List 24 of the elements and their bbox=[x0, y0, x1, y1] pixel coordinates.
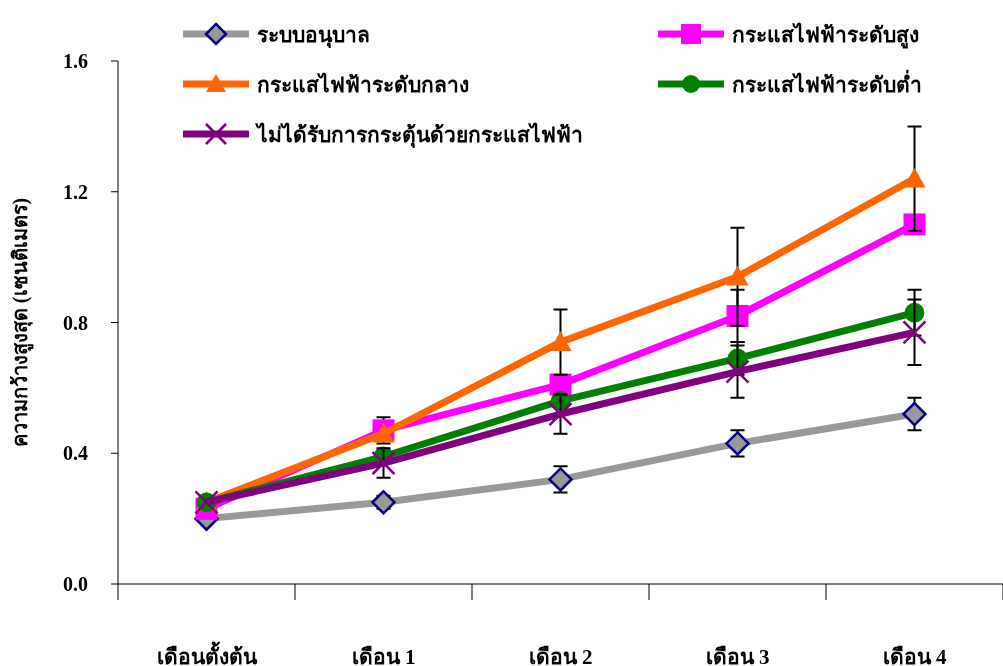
y-tick-label: 1.2 bbox=[63, 180, 88, 203]
x-tick-label: เดือน 2 bbox=[528, 645, 593, 666]
point bbox=[902, 401, 927, 427]
point bbox=[902, 320, 927, 345]
legend-label: กระแสไฟฟ้าระดับกลาง bbox=[257, 72, 469, 97]
y-tick-label: 0.0 bbox=[63, 573, 88, 595]
point bbox=[548, 401, 573, 427]
point bbox=[549, 331, 572, 351]
point bbox=[726, 265, 749, 286]
x-tick-label: เดือน 1 bbox=[351, 645, 416, 666]
legend-label: กระแสไฟฟ้าระดับต่ำ bbox=[732, 69, 922, 97]
y-tick-label: 0.8 bbox=[63, 311, 88, 334]
legend-label: ไม่ได้รับการกระตุ้นด้วยกระแสไฟฟ้า bbox=[255, 122, 583, 149]
legend-label: กระแสไฟฟ้าระดับสูง bbox=[732, 22, 919, 49]
y-tick-label: 1.6 bbox=[63, 50, 88, 72]
point bbox=[371, 490, 396, 515]
legend-label: ระบบอนุบาล bbox=[257, 23, 370, 49]
point bbox=[725, 359, 750, 384]
x-tick-label: เดือน 4 bbox=[882, 645, 947, 666]
x-tick-label: เดือน 3 bbox=[705, 645, 770, 666]
y-axis-title: ความกว้างสูงสุด (เซนติเมตร) bbox=[9, 197, 34, 448]
y-tick-label: 0.4 bbox=[63, 442, 88, 465]
x-tick-label: เดือนตั้งต้น bbox=[156, 641, 258, 666]
point bbox=[903, 167, 926, 188]
